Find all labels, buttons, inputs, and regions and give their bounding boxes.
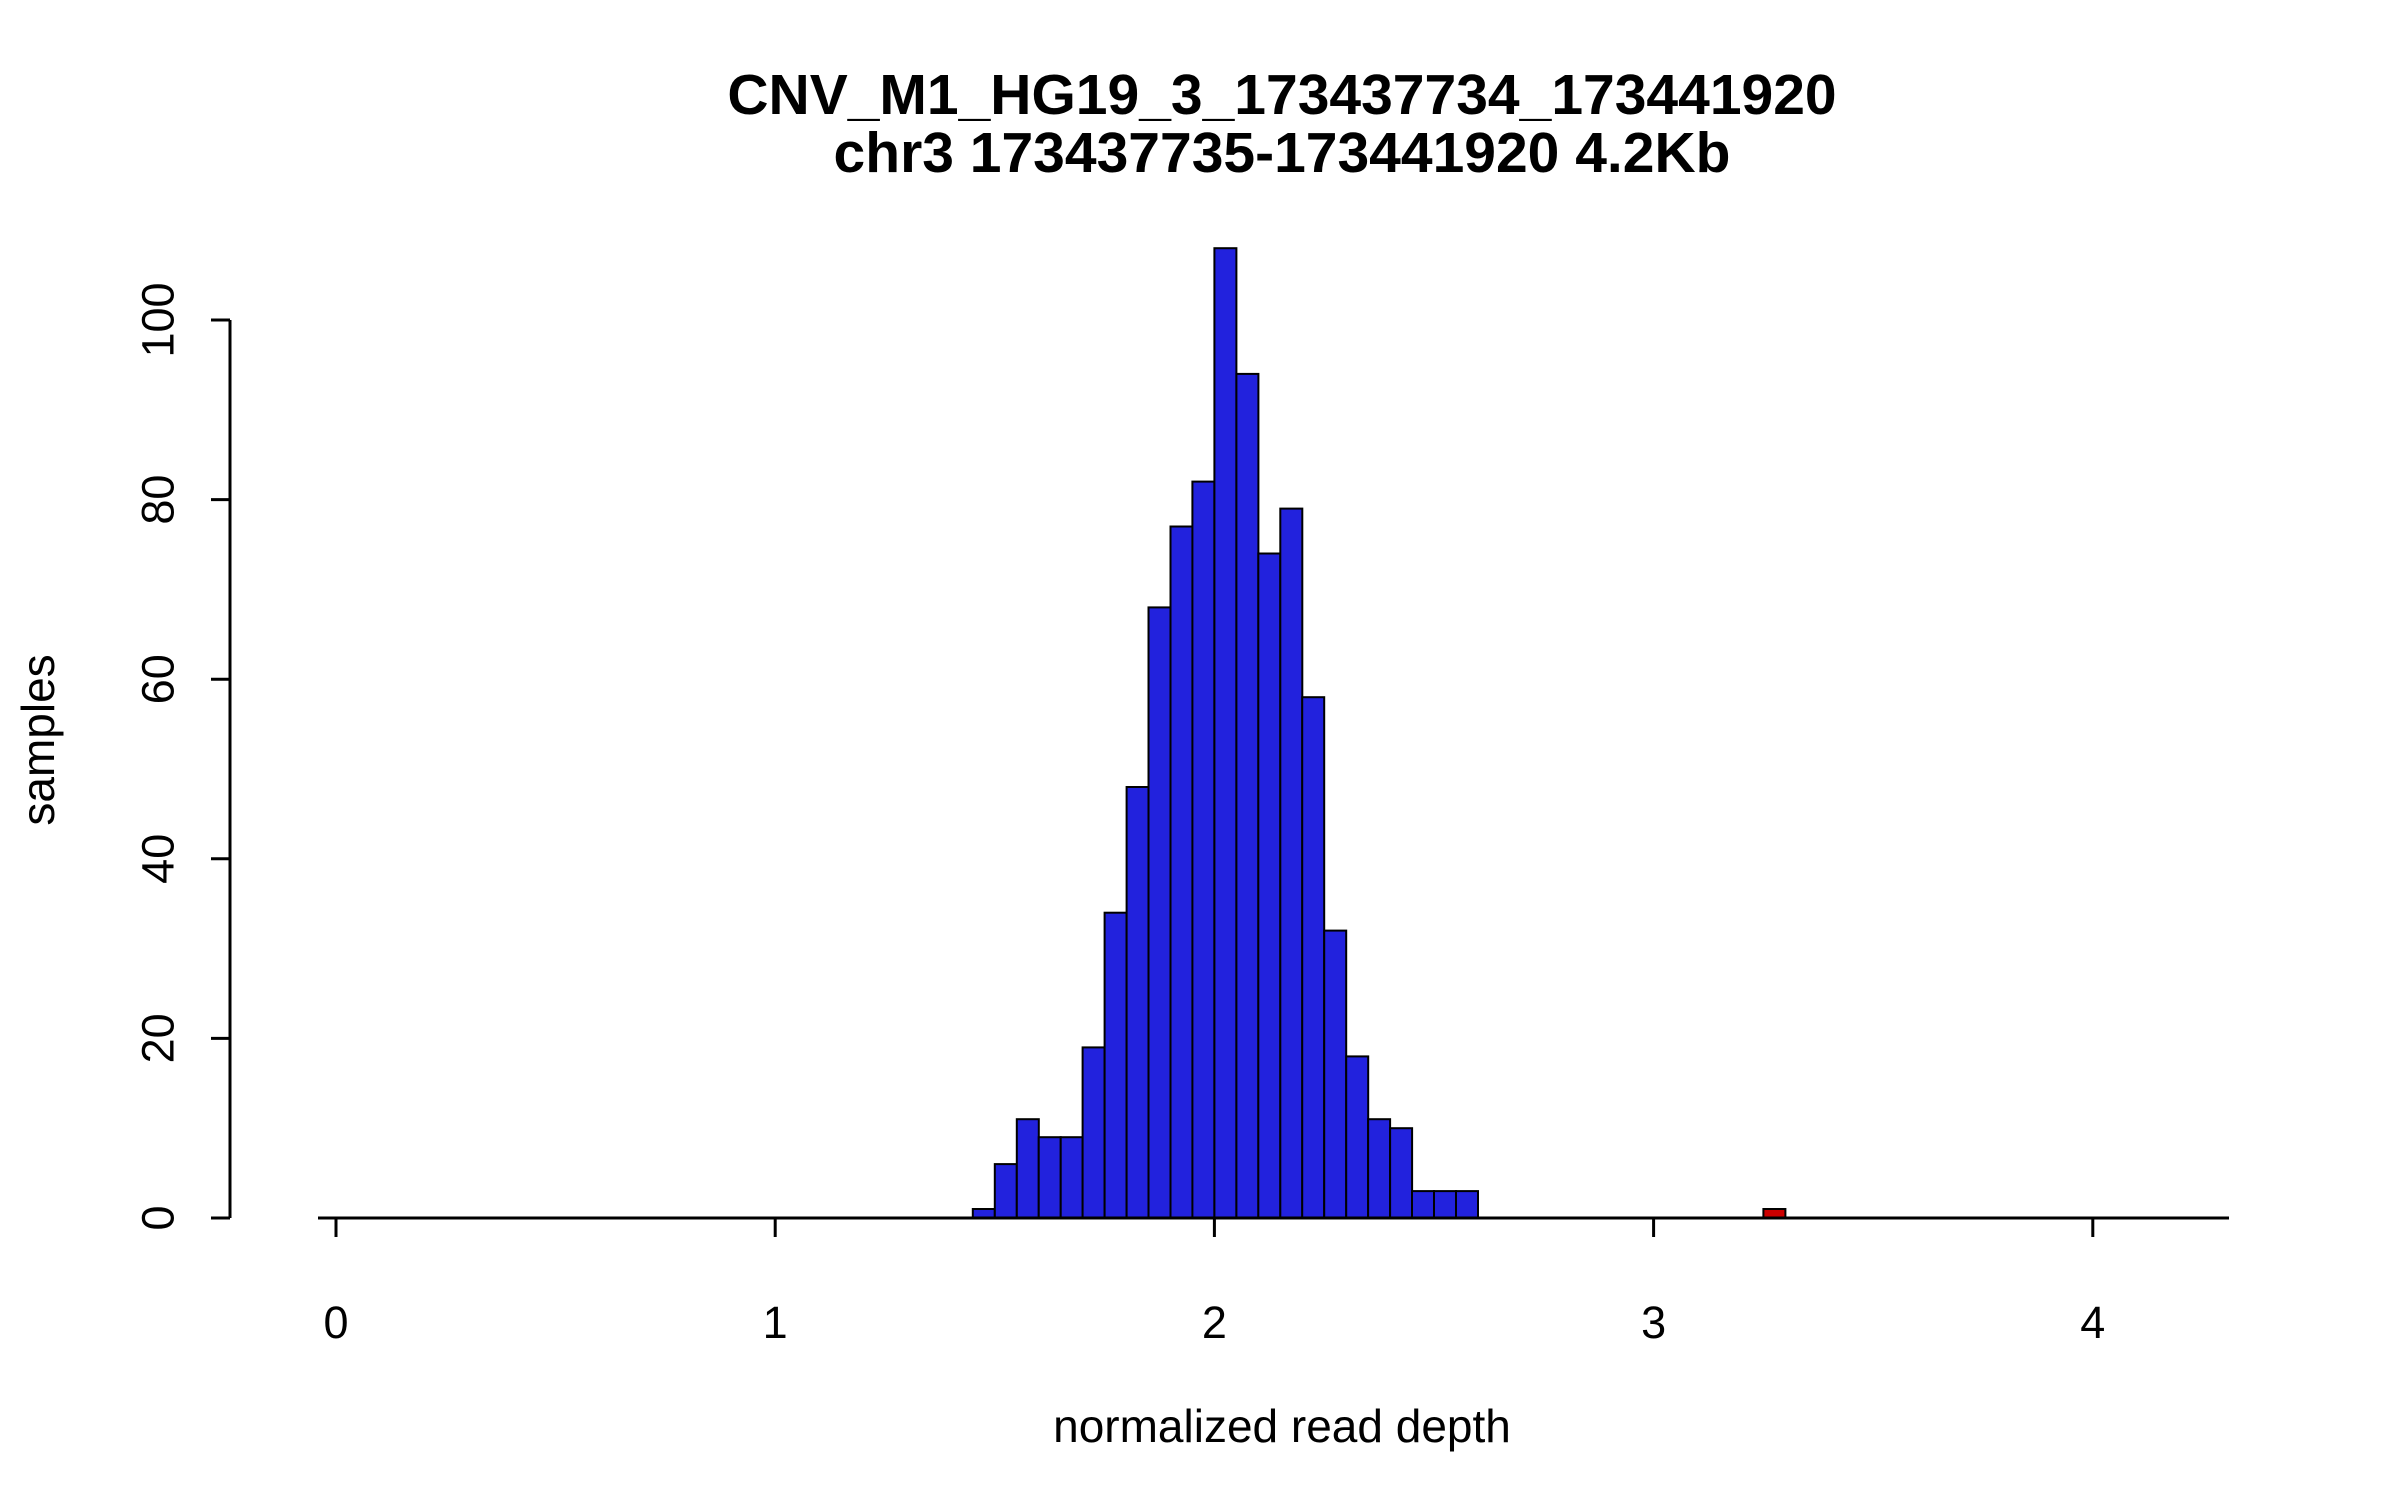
y-tick-label: 80 — [133, 475, 184, 525]
histogram-bar — [1037, 1136, 1062, 1219]
histogram-bars — [971, 247, 1787, 1220]
histogram-bar — [993, 1163, 1018, 1219]
y-tick-label: 60 — [133, 654, 184, 704]
histogram-bar — [1125, 786, 1150, 1219]
y-tick-label: 20 — [133, 1013, 184, 1063]
histogram-bar — [1433, 1190, 1457, 1219]
x-tick-label: 1 — [763, 1297, 788, 1348]
histogram-bar — [1235, 372, 1260, 1219]
y-tick-label: 100 — [133, 282, 184, 357]
y-axis-label: samples — [12, 654, 64, 825]
histogram-bar — [1367, 1118, 1392, 1219]
x-axis-label: normalized read depth — [1053, 1400, 1511, 1452]
x-tick-label: 3 — [1641, 1297, 1666, 1348]
histogram-bar — [1411, 1190, 1435, 1219]
histogram-bar — [1257, 552, 1282, 1219]
histogram-bar — [1279, 507, 1304, 1220]
histogram-bar — [1081, 1046, 1106, 1220]
histogram-bar — [1301, 696, 1326, 1219]
histogram-bar — [1191, 480, 1216, 1220]
histogram-bar — [1323, 929, 1348, 1219]
x-tick-label: 0 — [323, 1297, 348, 1348]
y-tick-label: 0 — [133, 1205, 184, 1230]
y-tick-label: 40 — [133, 834, 184, 884]
chart-subtitle: chr3 173437735-173441920 4.2Kb — [834, 121, 1731, 185]
x-tick-label: 2 — [1202, 1297, 1227, 1348]
chart-title: CNV_M1_HG19_3_173437734_173441920 — [727, 63, 1836, 127]
x-tick-label: 4 — [2080, 1297, 2105, 1348]
histogram-bar — [1015, 1118, 1040, 1219]
histogram-bar — [1059, 1136, 1084, 1219]
histogram-bar — [1147, 606, 1172, 1219]
histogram-bar — [1103, 911, 1128, 1219]
histogram-bar — [1213, 247, 1238, 1219]
histogram-bar — [1345, 1055, 1370, 1220]
histogram-bar — [1169, 525, 1194, 1219]
histogram-bar — [1389, 1127, 1414, 1219]
histogram-bar — [1455, 1190, 1479, 1219]
